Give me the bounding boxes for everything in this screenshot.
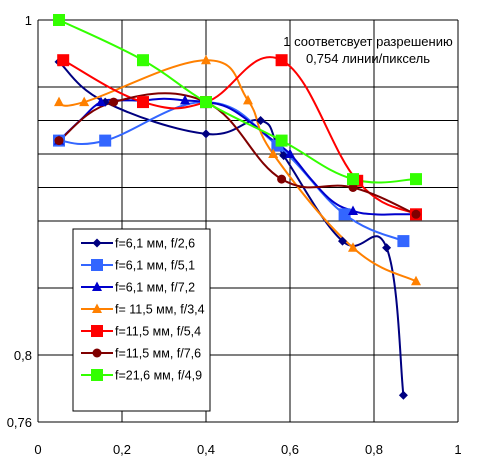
gridlines xyxy=(37,19,459,423)
series-4-point xyxy=(411,275,421,286)
series-4-point xyxy=(54,96,64,107)
x-tick-label: 0,4 xyxy=(197,442,215,457)
y-tick-label: 0,76 xyxy=(7,415,32,430)
y-tick-label: 0,8 xyxy=(14,348,32,363)
series-7-point xyxy=(347,173,359,186)
x-tick-label: 0,8 xyxy=(365,442,383,457)
series-5-point xyxy=(57,54,70,67)
series-2-point xyxy=(338,208,351,221)
legend-label-1: f=6,1 мм, f/2,6 xyxy=(115,237,195,251)
legend-label-2: f=6,1 мм, f/5,1 xyxy=(115,259,195,273)
legend-marker-4 xyxy=(92,303,102,313)
x-tick-label: 0,2 xyxy=(113,442,131,457)
series-4-point xyxy=(268,148,279,158)
legend-marker-3 xyxy=(92,281,102,291)
legend-marker-1 xyxy=(92,238,102,248)
series-7-point xyxy=(275,134,288,147)
series-7-point xyxy=(410,173,422,186)
series-4-point xyxy=(79,96,90,107)
series-6-point xyxy=(411,209,421,219)
legend-items: f=6,1 мм, f/2,6 f=6,1 мм, f/5,1 f=6,1 мм, … xyxy=(81,237,205,383)
series-5-point xyxy=(275,54,288,67)
legend-box xyxy=(72,228,211,412)
legend-marker-2 xyxy=(91,259,103,271)
series-5-point xyxy=(137,96,149,109)
series-6-point xyxy=(348,183,358,192)
legend-label-7: f=21,6 мм, f/4,9 xyxy=(115,369,202,383)
series-2-point xyxy=(99,134,112,147)
legend-label-6: f=11,5 мм, f/7,6 xyxy=(115,347,201,361)
series-3-point xyxy=(180,94,190,105)
series-3-point xyxy=(285,148,295,158)
annotation: 1 соответсвует разрешению 0,754 линии/пи… xyxy=(283,34,453,66)
marker-layer xyxy=(53,14,422,400)
legend: f=6,1 мм, f/2,6 f=6,1 мм, f/5,1 f=6,1 мм, … xyxy=(72,228,211,412)
series-6-point xyxy=(109,97,119,107)
legend-label-3: f=6,1 мм, f/7,2 xyxy=(115,281,195,295)
annotation-line-1: 1 соответсвует разрешению xyxy=(283,34,453,49)
x-tick-label: 0,6 xyxy=(281,442,299,457)
series-1-point xyxy=(382,243,392,253)
tick-labels: 0 0,2 0,4 0,6 0,8 1 1 0,8 0,76 xyxy=(7,13,462,457)
legend-label-4: f= 11,5 мм, f/3,4 xyxy=(115,303,205,317)
series-2-point xyxy=(397,235,410,248)
series-4-point xyxy=(348,242,358,252)
series-4-point xyxy=(243,94,253,105)
series-1-point xyxy=(338,236,347,246)
series-3-point xyxy=(96,96,106,107)
y-tick-label: 1 xyxy=(25,13,32,28)
series-1-point xyxy=(201,129,211,139)
series-6-point xyxy=(54,136,64,146)
x-tick-label: 0 xyxy=(34,442,41,457)
series-7-point xyxy=(137,54,149,67)
legend-marker-5 xyxy=(91,325,103,337)
series-line-3 xyxy=(58,97,416,216)
series-7-point xyxy=(200,96,212,109)
legend-marker-6 xyxy=(92,348,102,358)
series-4-point xyxy=(201,54,211,65)
series-7-point xyxy=(53,14,65,26)
series-3-point xyxy=(348,205,358,215)
series-1-point xyxy=(256,116,266,125)
legend-label-5: f=11,5 мм, f/5,4 xyxy=(115,325,201,339)
x-tick-label: 1 xyxy=(454,442,461,457)
annotation-line-2: 0,754 линии/пиксель xyxy=(306,51,430,66)
series-1-point xyxy=(398,390,408,400)
series-6-point xyxy=(277,174,287,184)
legend-marker-7 xyxy=(91,369,103,381)
